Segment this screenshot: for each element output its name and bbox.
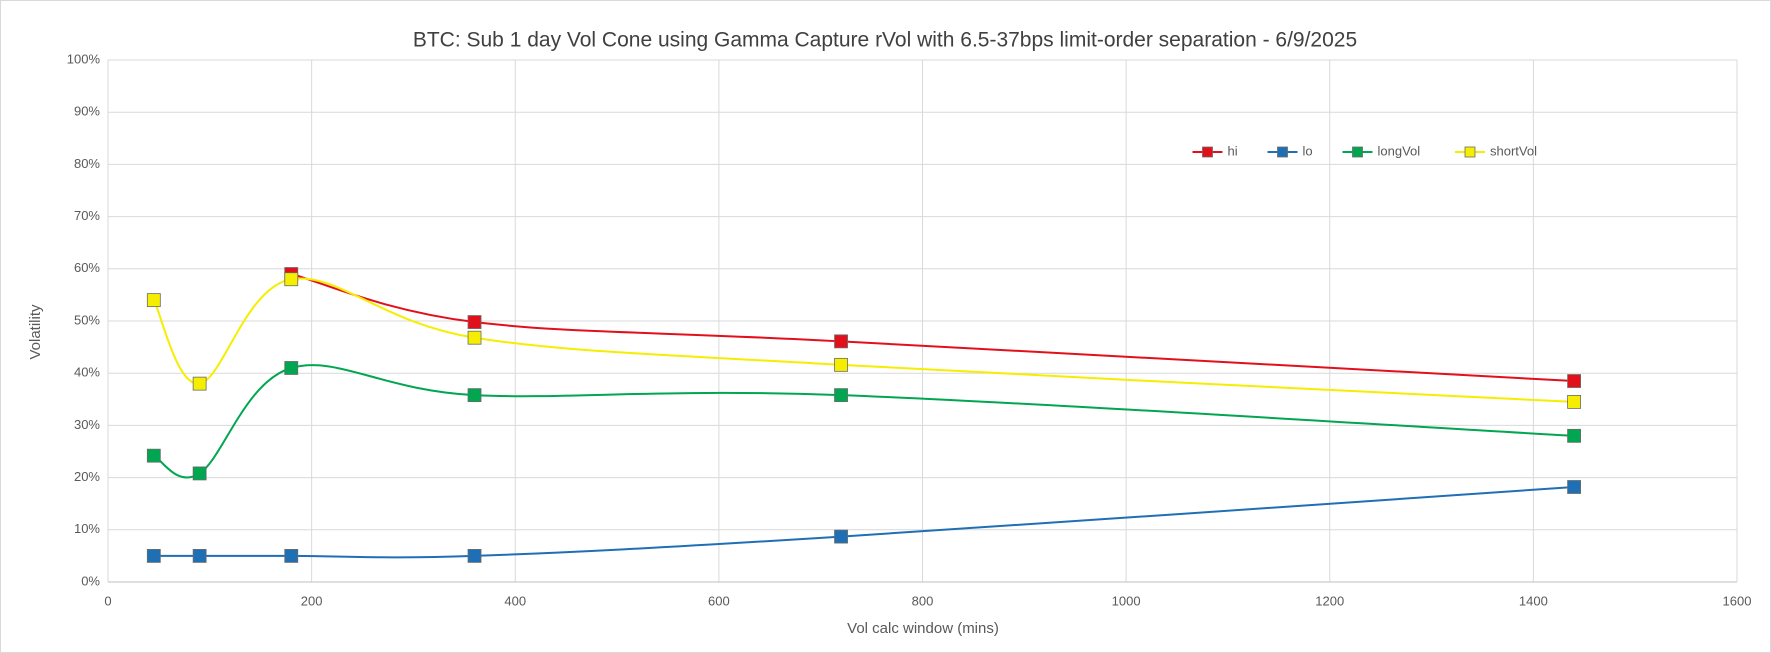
- x-tick-label: 400: [504, 593, 526, 608]
- x-tick-label: 200: [301, 593, 323, 608]
- y-tick-label: 30%: [74, 417, 100, 432]
- data-point: [284, 549, 299, 563]
- data-point: [467, 388, 482, 403]
- data-point: [192, 549, 207, 563]
- data-point: [192, 376, 207, 391]
- data-point: [834, 334, 848, 349]
- data-point: [467, 549, 482, 563]
- x-tick-label: 800: [912, 593, 934, 608]
- x-tick-label: 1400: [1519, 593, 1548, 608]
- legend-label: lo: [1303, 143, 1313, 158]
- data-point: [467, 330, 482, 345]
- legend-marker: [1352, 146, 1363, 158]
- x-tick-label: 1200: [1315, 593, 1344, 608]
- x-axis-label: Vol calc window (mins): [847, 620, 999, 637]
- x-tick-label: 600: [708, 593, 730, 608]
- legend-label: longVol: [1378, 143, 1421, 158]
- y-tick-label: 40%: [74, 365, 100, 380]
- plot-area: [146, 267, 1581, 563]
- x-tick-label: 1000: [1112, 593, 1141, 608]
- data-point: [1567, 395, 1581, 409]
- y-tick-label: 0%: [81, 573, 100, 588]
- y-tick-label: 70%: [74, 208, 100, 223]
- legend-marker: [1464, 146, 1476, 158]
- series-line: [152, 277, 1575, 403]
- data-point: [1567, 374, 1581, 388]
- data-point: [467, 315, 482, 329]
- chart-title: BTC: Sub 1 day Vol Cone using Gamma Capt…: [413, 29, 1357, 52]
- series-line: [153, 364, 1575, 479]
- data-point: [834, 388, 848, 403]
- series-line: [291, 273, 1575, 383]
- data-point: [146, 293, 161, 308]
- data-point: [146, 549, 161, 563]
- data-point: [1567, 428, 1581, 443]
- legend-label: shortVol: [1490, 143, 1537, 158]
- y-tick-label: 100%: [67, 51, 101, 66]
- legend-marker: [1277, 146, 1288, 158]
- y-axis-label: Volatility: [27, 304, 44, 360]
- data-point: [834, 357, 848, 372]
- series-line: [153, 485, 1575, 559]
- legend-label: hi: [1228, 143, 1238, 158]
- y-tick-label: 50%: [74, 312, 100, 327]
- y-tick-label: 90%: [74, 104, 100, 119]
- x-tick-label: 1600: [1723, 593, 1752, 608]
- y-tick-label: 80%: [74, 156, 100, 171]
- data-point: [834, 529, 848, 544]
- data-point: [1567, 480, 1581, 494]
- data-point: [192, 466, 207, 481]
- y-tick-label: 60%: [74, 260, 100, 275]
- data-point: [146, 448, 161, 463]
- x-tick-label: 0: [104, 593, 111, 608]
- y-tick-label: 10%: [74, 521, 100, 536]
- data-point: [284, 272, 299, 287]
- data-point: [284, 361, 299, 375]
- legend-marker: [1202, 146, 1213, 158]
- y-tick-label: 20%: [74, 469, 100, 484]
